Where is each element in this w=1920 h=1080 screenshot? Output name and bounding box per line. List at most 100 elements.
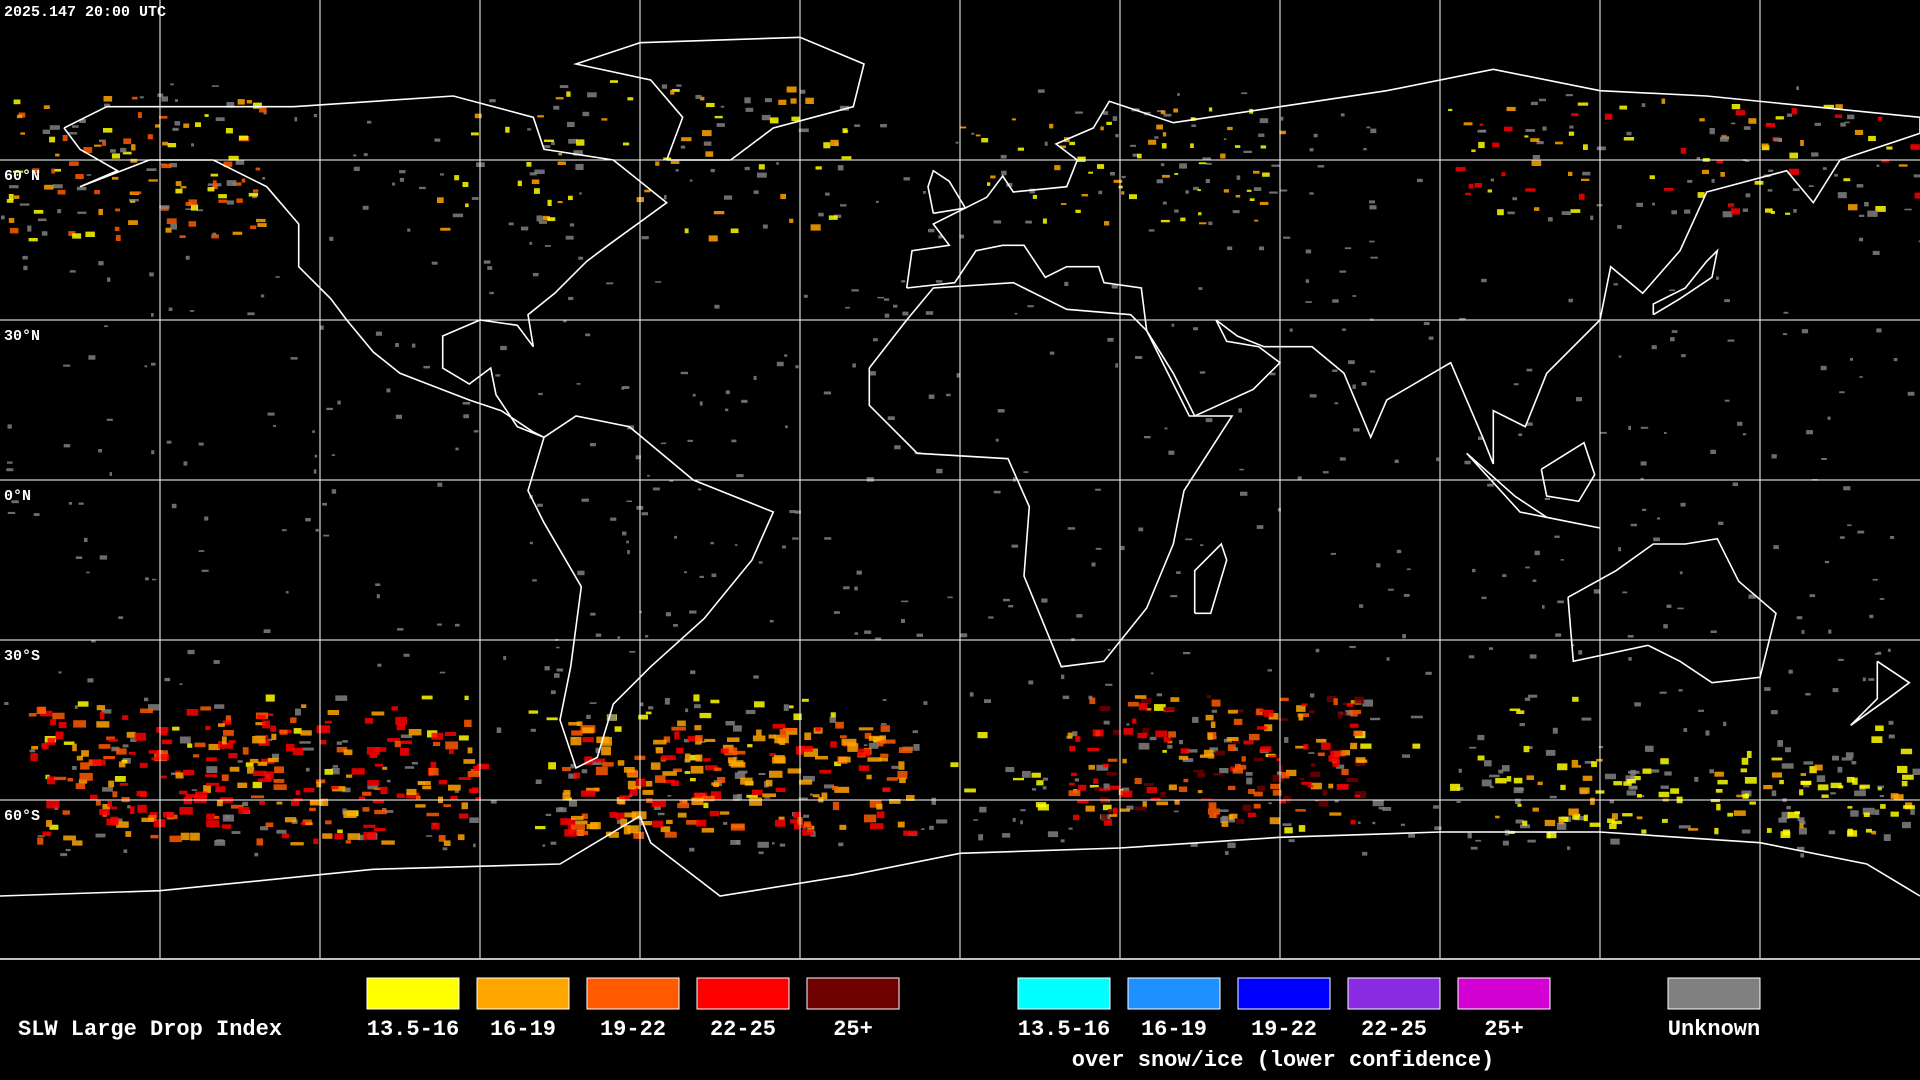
cloud-pixel xyxy=(1387,588,1394,591)
cloud-pixel xyxy=(50,719,57,726)
cloud-pixel xyxy=(758,773,766,775)
cloud-pixel xyxy=(664,698,670,705)
cloud-pixel xyxy=(106,818,118,826)
cloud-pixel xyxy=(1879,598,1885,600)
cloud-pixel xyxy=(1611,813,1618,820)
cloud-pixel xyxy=(144,365,148,368)
cloud-pixel xyxy=(1816,775,1826,782)
cloud-pixel xyxy=(326,407,333,411)
cloud-pixel xyxy=(732,750,746,755)
cloud-pixel xyxy=(92,759,106,766)
cloud-pixel xyxy=(1531,160,1542,166)
cloud-pixel xyxy=(179,790,188,795)
cloud-pixel xyxy=(207,187,215,192)
cloud-pixel xyxy=(1067,527,1076,530)
cloud-pixel xyxy=(415,804,426,808)
cloud-pixel xyxy=(1060,839,1065,843)
cloud-pixel xyxy=(695,738,702,745)
cloud-pixel xyxy=(1028,680,1034,685)
cloud-pixel xyxy=(1288,839,1295,843)
lat-labels: 60°N30°N0°N30°S60°S xyxy=(4,168,40,825)
cloud-pixel xyxy=(1232,768,1244,774)
cloud-pixel xyxy=(1450,783,1461,791)
cloud-pixel xyxy=(705,151,714,157)
cloud-pixel xyxy=(1783,311,1789,314)
cloud-pixel xyxy=(1552,727,1558,734)
cloud-pixel xyxy=(1509,708,1521,711)
cloud-pixel xyxy=(1879,795,1885,798)
cloud-pixel xyxy=(239,135,248,141)
cloud-pixel xyxy=(1867,210,1878,217)
cloud-pixel xyxy=(254,852,259,857)
cloud-pixel xyxy=(1549,795,1557,799)
cloud-pixel xyxy=(1640,461,1647,466)
cloud-pixel xyxy=(1841,757,1853,761)
cloud-pixel xyxy=(790,819,799,824)
cloud-pixel xyxy=(387,738,401,742)
cloud-pixel xyxy=(1571,113,1579,117)
cloud-pixel xyxy=(37,218,47,222)
cloud-pixel xyxy=(198,550,205,552)
cloud-pixel xyxy=(1350,742,1358,750)
cloud-pixel xyxy=(893,304,898,308)
cloud-pixel xyxy=(103,128,113,133)
cloud-pixel xyxy=(979,806,987,813)
cloud-pixel xyxy=(1838,785,1844,789)
cloud-pixel xyxy=(52,184,63,189)
cloud-pixel xyxy=(936,819,948,824)
cloud-pixel xyxy=(1232,210,1240,214)
cloud-pixel xyxy=(1582,171,1591,176)
cloud-pixel xyxy=(1560,784,1566,791)
cloud-pixel xyxy=(1744,793,1750,799)
cloud-pixel xyxy=(1107,648,1111,651)
cloud-pixel xyxy=(374,763,384,767)
cloud-pixel xyxy=(211,234,219,239)
cloud-pixel xyxy=(1155,730,1168,737)
cloud-pixel xyxy=(1465,192,1471,196)
cloud-pixel xyxy=(745,709,756,715)
cloud-pixel xyxy=(1874,809,1880,815)
cloud-pixel xyxy=(1877,787,1882,791)
cloud-pixel xyxy=(332,786,346,792)
cloud-pixel xyxy=(252,189,259,193)
cloud-pixel xyxy=(761,114,771,121)
cloud-pixel xyxy=(828,215,838,220)
cloud-pixel xyxy=(437,623,442,626)
cloud-pixel xyxy=(252,736,266,744)
cloud-pixel xyxy=(98,208,103,216)
cloud-pixel xyxy=(1289,328,1293,332)
cloud-pixel xyxy=(789,705,794,709)
cloud-layer xyxy=(1,80,1920,858)
cloud-pixel xyxy=(1121,787,1130,793)
cloud-pixel xyxy=(687,736,700,742)
cloud-pixel xyxy=(1099,706,1111,712)
cloud-pixel xyxy=(803,748,819,757)
cloud-pixel xyxy=(693,694,700,702)
cloud-pixel xyxy=(1031,772,1041,778)
cloud-pixel xyxy=(568,138,578,144)
cloud-pixel xyxy=(290,842,304,846)
cloud-pixel xyxy=(1777,740,1783,747)
cloud-pixel xyxy=(1042,786,1047,790)
cloud-pixel xyxy=(876,811,885,819)
cloud-pixel xyxy=(695,735,703,742)
cloud-pixel xyxy=(1848,204,1858,211)
cloud-pixel xyxy=(531,179,540,185)
cloud-pixel xyxy=(168,307,173,311)
cloud-pixel xyxy=(37,837,44,845)
cloud-pixel xyxy=(1348,360,1355,365)
cloud-pixel xyxy=(431,732,443,740)
cloud-pixel xyxy=(595,633,602,637)
cloud-pixel xyxy=(1694,776,1699,782)
cloud-pixel xyxy=(747,744,753,748)
cloud-pixel xyxy=(1267,669,1272,672)
cloud-pixel xyxy=(783,704,789,711)
cloud-pixel xyxy=(782,727,797,732)
cloud-pixel xyxy=(756,729,762,736)
cloud-pixel xyxy=(1570,209,1581,213)
cloud-pixel xyxy=(75,174,84,180)
cloud-pixel xyxy=(641,236,649,240)
cloud-pixel xyxy=(1075,209,1081,213)
cloud-pixel xyxy=(571,824,585,831)
cloud-pixel xyxy=(226,180,237,186)
